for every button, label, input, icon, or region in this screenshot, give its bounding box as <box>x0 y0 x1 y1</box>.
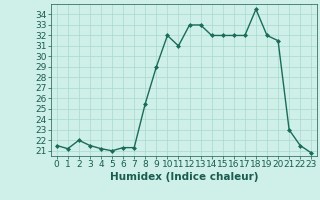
X-axis label: Humidex (Indice chaleur): Humidex (Indice chaleur) <box>110 172 258 182</box>
